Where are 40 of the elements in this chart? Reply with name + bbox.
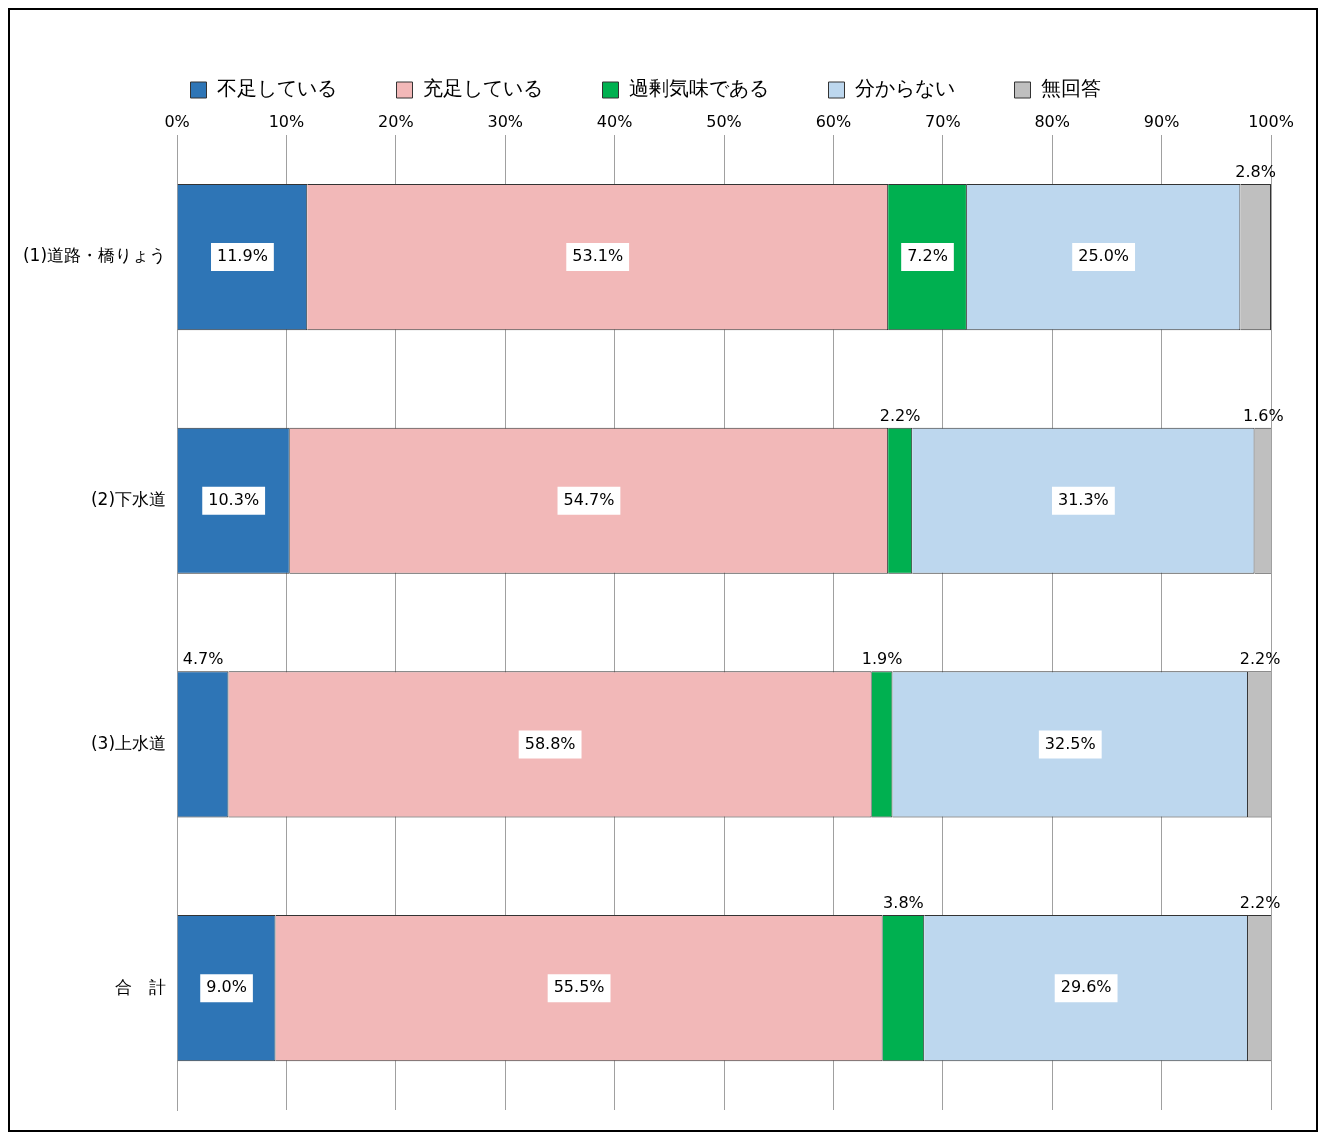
y-tick-label: (3)上水道 bbox=[90, 732, 167, 753]
x-tick-label: 90% bbox=[1143, 111, 1180, 131]
y-tick-label: 合 計 bbox=[115, 976, 167, 997]
x-tick-label: 70% bbox=[925, 111, 961, 131]
data-label: 2.8% bbox=[1235, 162, 1277, 182]
data-label: 1.6% bbox=[1243, 405, 1284, 425]
data-label: 10.3% bbox=[208, 489, 260, 509]
data-label: 11.9% bbox=[217, 246, 268, 266]
legend-label: 分からない bbox=[854, 76, 955, 101]
legend-label: 充足している bbox=[422, 76, 543, 101]
x-tick-label: 100% bbox=[1248, 111, 1294, 131]
data-label: 2.2% bbox=[1239, 893, 1281, 913]
x-tick-label: 20% bbox=[378, 111, 414, 131]
data-label: 9.0% bbox=[206, 977, 247, 997]
x-tick-label: 30% bbox=[487, 111, 524, 131]
data-label: 53.1% bbox=[572, 246, 624, 266]
legend-label: 過剰気味である bbox=[628, 76, 769, 101]
data-label: 31.3% bbox=[1057, 489, 1109, 509]
data-label: 1.9% bbox=[861, 649, 903, 669]
y-tick-label: (2)下水道 bbox=[90, 489, 167, 510]
data-label: 25.0% bbox=[1078, 246, 1130, 266]
x-tick-label: 10% bbox=[268, 111, 305, 131]
legend-label: 無回答 bbox=[1040, 76, 1101, 101]
data-label: 55.5% bbox=[553, 977, 605, 997]
data-label: 54.7% bbox=[563, 489, 615, 509]
x-tick-label: 60% bbox=[815, 111, 852, 131]
x-tick-label: 0% bbox=[164, 111, 190, 131]
data-label: 58.8% bbox=[524, 733, 576, 753]
data-label: 32.5% bbox=[1044, 733, 1096, 753]
data-label: 2.2% bbox=[1239, 649, 1281, 669]
y-tick-label: (1)道路・橋りょう bbox=[22, 245, 167, 266]
data-label: 4.7% bbox=[182, 649, 224, 669]
data-label: 7.2% bbox=[907, 246, 948, 266]
x-tick-label: 40% bbox=[596, 111, 633, 131]
x-tick-label: 80% bbox=[1034, 111, 1070, 131]
data-label: 2.2% bbox=[879, 405, 921, 425]
x-tick-label: 50% bbox=[706, 111, 742, 131]
legend-label: 不足している bbox=[216, 76, 337, 101]
data-label: 3.8% bbox=[883, 893, 924, 913]
data-label: 29.6% bbox=[1060, 977, 1112, 997]
